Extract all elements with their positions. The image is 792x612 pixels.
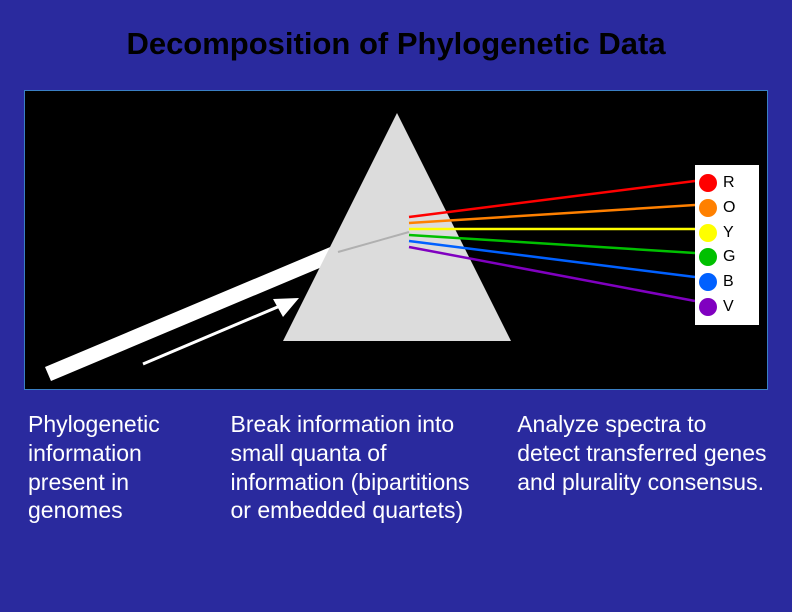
incoming-beam (45, 245, 341, 381)
prism-svg (25, 91, 769, 391)
caption-row: Phylogenetic information present in geno… (28, 410, 768, 525)
legend-row-o: O (699, 197, 755, 219)
legend-dot-g (699, 248, 717, 266)
spectrum-legend: ROYGBV (695, 165, 759, 325)
page-title: Decomposition of Phylogenetic Data (0, 26, 792, 62)
spectrum-line-0 (409, 181, 695, 217)
caption-middle: Break information into small quanta of i… (230, 410, 483, 525)
legend-row-b: B (699, 271, 755, 293)
legend-row-r: R (699, 172, 755, 194)
caption-right: Analyze spectra to detect transferred ge… (517, 410, 768, 525)
legend-dot-r (699, 174, 717, 192)
legend-label: Y (723, 224, 734, 242)
caption-left: Phylogenetic information present in geno… (28, 410, 196, 525)
legend-dot-v (699, 298, 717, 316)
legend-row-v: V (699, 296, 755, 318)
legend-row-g: G (699, 246, 755, 268)
prism-triangle (283, 113, 511, 341)
spectrum-line-1 (409, 205, 695, 223)
legend-label: B (723, 273, 734, 291)
legend-label: R (723, 174, 735, 192)
legend-dot-y (699, 224, 717, 242)
legend-dot-b (699, 273, 717, 291)
legend-row-y: Y (699, 222, 755, 244)
legend-label: V (723, 298, 734, 316)
legend-dot-o (699, 199, 717, 217)
legend-label: O (723, 199, 735, 217)
prism-diagram: ROYGBV (24, 90, 768, 390)
legend-label: G (723, 248, 735, 266)
